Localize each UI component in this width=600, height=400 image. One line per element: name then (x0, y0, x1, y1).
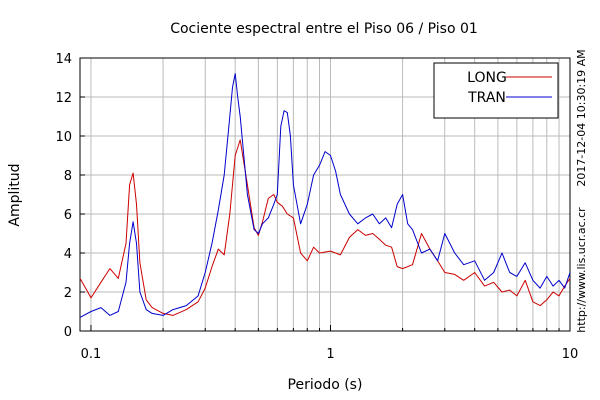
plot-frame (79, 57, 571, 332)
y-tick-label: 14 (55, 52, 72, 67)
chart-title: Cociente espectral entre el Piso 06 / Pi… (170, 21, 478, 37)
y-tick-label: 10 (55, 130, 72, 145)
legend-box (433, 62, 559, 119)
y-axis-label: Amplitud (7, 163, 23, 226)
x-tick-label: 10 (562, 347, 579, 362)
y-tick-label: 2 (64, 286, 72, 301)
x-tick-label: 1 (326, 347, 334, 362)
y-tick-label: 6 (64, 208, 72, 223)
url-label: http://www.lis.ucr.ac.cr (575, 207, 588, 333)
legend-label-tran: TRAN (467, 90, 506, 106)
timestamp-label: 2017-12-04 10:30:19 AM (575, 49, 588, 186)
tick-layer: 0 2 4 6 8 10 12 14 0.1 1 10 (55, 52, 578, 362)
series-line-tran (79, 73, 571, 318)
y-tick-label: 8 (64, 169, 72, 184)
x-axis-label: Periodo (s) (288, 377, 363, 393)
legend-label-long: LONG (467, 70, 507, 86)
x-tick-label: 0.1 (81, 347, 102, 362)
series-layer (79, 73, 571, 318)
y-tick-label: 0 (64, 325, 72, 340)
y-tick-label: 12 (55, 91, 72, 106)
legend: LONG TRAN (433, 62, 559, 119)
y-tick-label: 4 (64, 247, 72, 262)
series-line-long (79, 139, 571, 316)
